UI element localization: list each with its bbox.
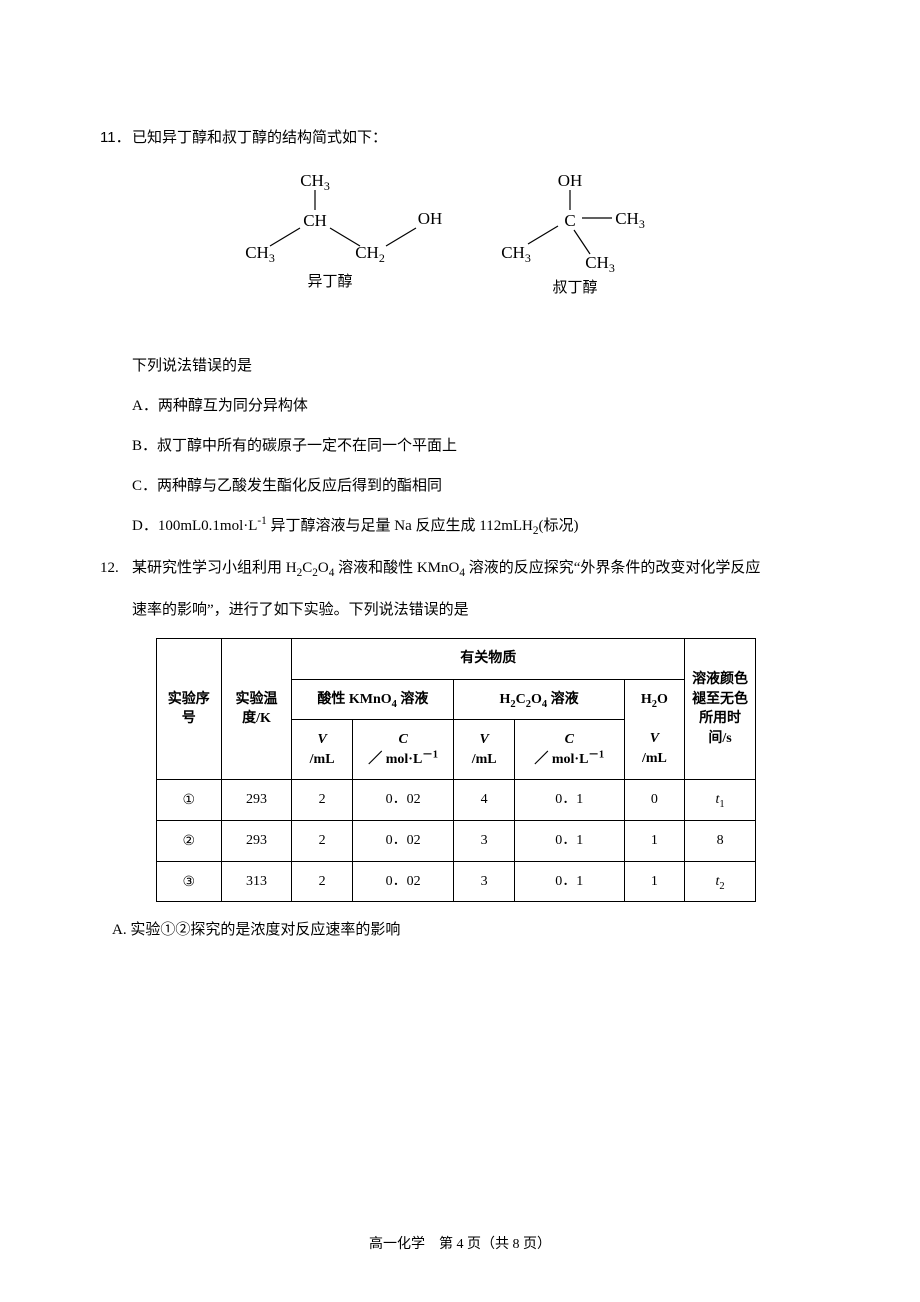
- svg-text:OH: OH: [418, 209, 443, 228]
- th-kmno4: 酸性 KMnO4 溶液: [292, 679, 454, 720]
- th-temp: 实验温度/K: [221, 639, 292, 780]
- page-footer: 高一化学 第 4 页（共 8 页）: [0, 1228, 920, 1262]
- cell-t2: t2: [685, 861, 756, 902]
- isobutanol-tert-butanol-figure: CH3 CH CH3 CH2 OH 异丁醇 OH C CH3 CH3: [230, 166, 690, 326]
- svg-text:CH3: CH3: [615, 209, 645, 231]
- page: 11． 已知异丁醇和叔丁醇的结构简式如下： CH3 CH CH3 CH2 OH …: [0, 0, 920, 1302]
- th-v2: V/mL: [454, 720, 515, 780]
- svg-text:C: C: [564, 211, 575, 230]
- experiment-table: 实验序号 实验温度/K 有关物质 溶液颜色褪至无色所用时间/s 酸性 KMnO4…: [156, 638, 756, 902]
- th-c2: C／ mol·L－1: [514, 720, 624, 780]
- footer-page: 第 4 页（共 8 页）: [439, 1237, 551, 1252]
- q11-option-B: B．叔丁醇中所有的碳原子一定不在同一个平面上: [100, 428, 820, 464]
- q12-stem-line: 12. 某研究性学习小组利用 H2C2O4 溶液和酸性 KMnO4 溶液的反应探…: [100, 550, 820, 586]
- svg-text:CH2: CH2: [355, 243, 385, 265]
- svg-text:CH3: CH3: [300, 171, 330, 193]
- table-row: ③ 313 2 0．02 3 0．1 1 t2: [157, 861, 756, 902]
- q11-option-A: A．两种醇互为同分异构体: [100, 388, 820, 424]
- q12-option-A: A. 实验①②探究的是浓度对反应速率的影响: [100, 912, 820, 948]
- table-header-row-1: 实验序号 实验温度/K 有关物质 溶液颜色褪至无色所用时间/s: [157, 639, 756, 680]
- th-h2o: H2OV/mL: [624, 679, 685, 780]
- svg-text:CH3: CH3: [585, 253, 615, 275]
- q11-option-D: D．100mL0.1mol·L-1 异丁醇溶液与足量 Na 反应生成 112mL…: [100, 508, 820, 544]
- q12-number: 12.: [100, 550, 132, 586]
- q12-stem: 某研究性学习小组利用 H2C2O4 溶液和酸性 KMnO4 溶液的反应探究“外界…: [132, 550, 820, 586]
- table-row: ① 293 2 0．02 4 0．1 0 t1: [157, 780, 756, 821]
- q11-stem: 已知异丁醇和叔丁醇的结构简式如下：: [132, 120, 820, 156]
- th-c1: C／ mol·L－1: [352, 720, 454, 780]
- q11-option-C: C．两种醇与乙酸发生酯化反应后得到的酯相同: [100, 468, 820, 504]
- fig-label-tert-butanol: 叔丁醇: [552, 279, 597, 296]
- th-materials: 有关物质: [292, 639, 685, 680]
- fig-label-isobutanol: 异丁醇: [307, 273, 352, 290]
- svg-text:CH3: CH3: [501, 243, 531, 265]
- cell-t1: t1: [685, 780, 756, 821]
- svg-text:OH: OH: [558, 171, 583, 190]
- q12-stem-cont: 速率的影响”，进行了如下实验。下列说法错误的是: [100, 592, 820, 628]
- table-row: ② 293 2 0．02 3 0．1 1 8: [157, 820, 756, 861]
- q11-number: 11．: [100, 120, 132, 156]
- q11-stem-line: 11． 已知异丁醇和叔丁醇的结构简式如下：: [100, 120, 820, 156]
- svg-text:CH: CH: [303, 211, 327, 230]
- th-v1: V/mL: [292, 720, 353, 780]
- q11-lead: 下列说法错误的是: [100, 348, 820, 384]
- th-h2c2o4: H2C2O4 溶液: [454, 679, 624, 720]
- th-time: 溶液颜色褪至无色所用时间/s: [685, 639, 756, 780]
- footer-subject: 高一化学: [369, 1237, 425, 1252]
- th-exp-no: 实验序号: [157, 639, 222, 780]
- q11-figure: CH3 CH CH3 CH2 OH 异丁醇 OH C CH3 CH3: [100, 166, 820, 330]
